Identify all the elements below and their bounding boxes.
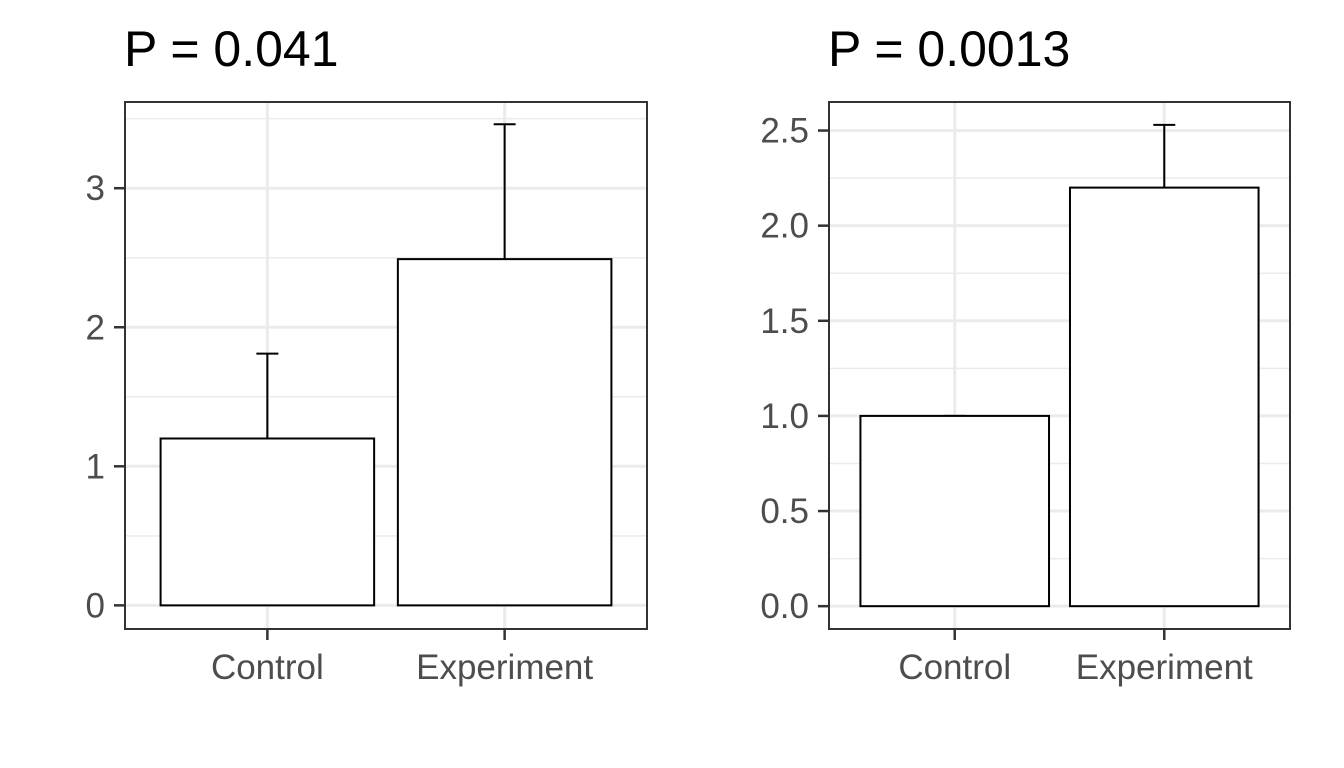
- panel-left-plot: 0 1 2 3 Control Experiment: [86, 101, 648, 687]
- bar-control: [159, 437, 376, 607]
- panel-right: P = 0.0013 0.0 0.5 1.0 1.5 2.0 2.5 Control Expe…: [760, 21, 1291, 687]
- panel-right-title: P = 0.0013: [828, 21, 1070, 77]
- x-tick-label: Experiment: [416, 648, 593, 687]
- x-tick-label: Experiment: [1076, 648, 1253, 687]
- y-tick-label: 0.5: [760, 492, 809, 531]
- bar-control: [859, 414, 1051, 608]
- y-tick-label: 1.5: [760, 302, 809, 341]
- panel-border: [828, 101, 1291, 630]
- x-tick-label: Control: [211, 648, 324, 687]
- panel-right-plot: 0.0 0.5 1.0 1.5 2.0 2.5 Control Experiment: [760, 101, 1291, 687]
- y-tick-label: 2: [86, 308, 105, 347]
- y-tick-label: 3: [86, 169, 105, 208]
- y-tick-label: 2.0: [760, 207, 809, 246]
- y-tick-label: 0.0: [760, 587, 809, 626]
- y-tick-label: 1.0: [760, 397, 809, 436]
- y-tick-label: 0: [86, 586, 105, 625]
- panel-border: [124, 101, 648, 630]
- y-tick-label: 2.5: [760, 112, 809, 151]
- panel-left-title: P = 0.041: [124, 21, 339, 77]
- y-tick-label: 1: [86, 447, 105, 486]
- bar-experiment: [1068, 186, 1260, 608]
- bar-experiment: [396, 258, 613, 607]
- x-tick-label: Control: [898, 648, 1011, 687]
- panel-left: P = 0.041 0 1 2 3 Control Experiment: [86, 21, 648, 687]
